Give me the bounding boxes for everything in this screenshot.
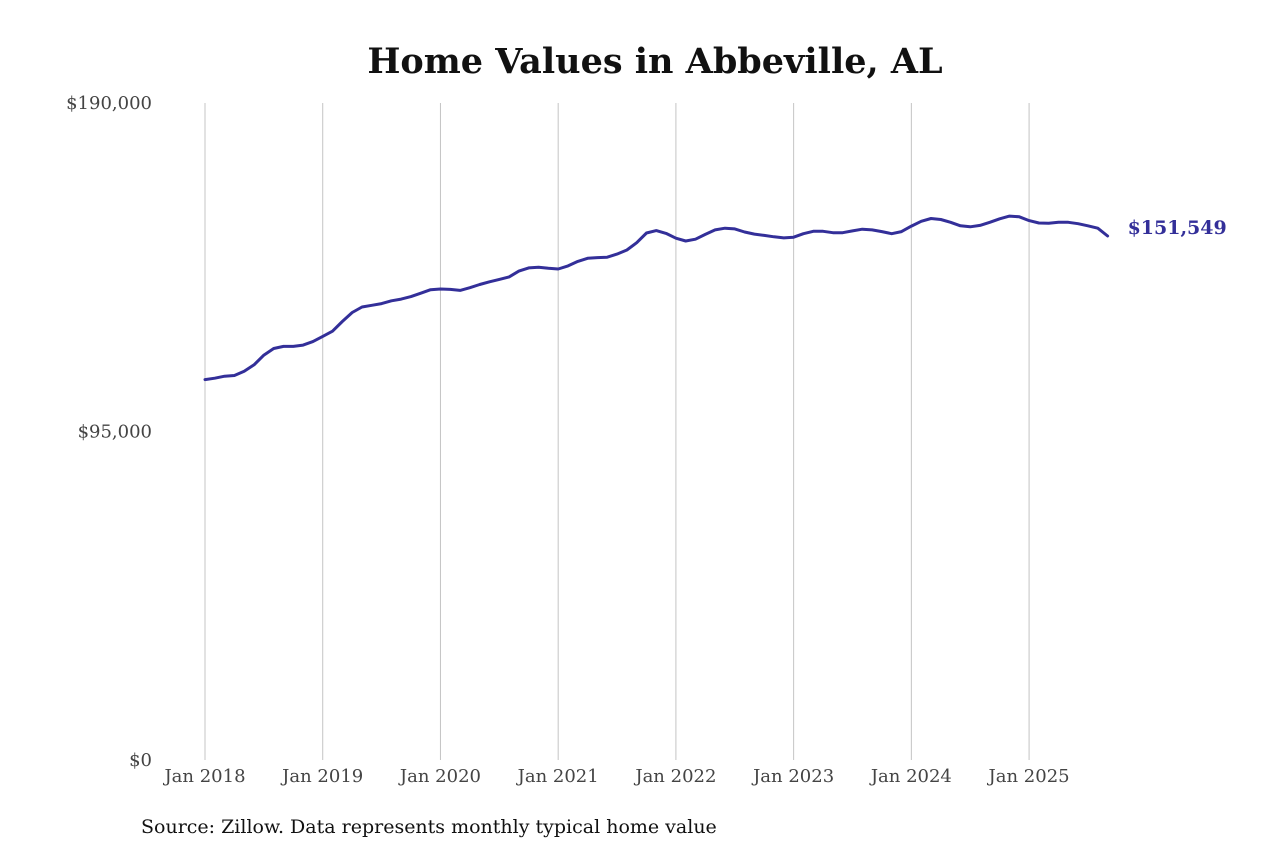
x-tick-label-4: Jan 2022	[633, 766, 716, 787]
series-layer	[203, 214, 1110, 382]
source-note: Source: Zillow. Data represents monthly …	[141, 816, 717, 838]
y-tick-label-1: $95,000	[78, 422, 152, 443]
y-tick-label-0: $0	[129, 750, 152, 771]
x-tick-label-7: Jan 2025	[987, 766, 1070, 787]
series-line	[203, 214, 1110, 382]
x-tick-label-1: Jan 2019	[280, 766, 363, 787]
x-tick-label-6: Jan 2024	[869, 766, 952, 787]
chart-title: Home Values in Abbeville, AL	[367, 41, 943, 82]
gridlines	[204, 103, 1030, 760]
end-label-layer: $151,549	[1128, 217, 1227, 239]
x-axis: Jan 2018 Jan 2019 Jan 2020 Jan 2021 Jan 2022…	[162, 766, 1069, 787]
x-tick-label-0: Jan 2018	[162, 766, 245, 787]
x-tick-label-5: Jan 2023	[751, 766, 834, 787]
end-value-label: $151,549	[1128, 217, 1227, 239]
y-tick-label-2: $190,000	[66, 93, 152, 114]
x-tick-label-2: Jan 2020	[398, 766, 481, 787]
x-tick-label-3: Jan 2021	[516, 766, 599, 787]
y-axis: $0 $95,000 $190,000	[66, 93, 152, 771]
